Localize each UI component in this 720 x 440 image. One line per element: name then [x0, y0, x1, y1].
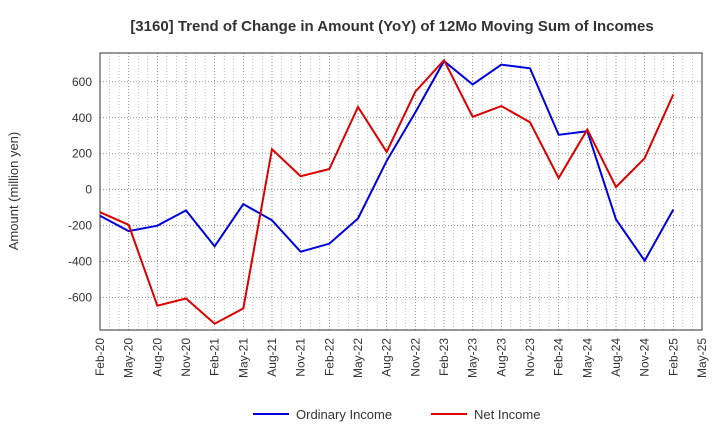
y-tick-label: 200 — [72, 147, 92, 161]
series-line-ordinary-income — [99, 59, 675, 263]
x-tick-label: Aug-20 — [150, 338, 164, 377]
x-tick-label: Feb-23 — [437, 338, 451, 376]
y-tick-label: 0 — [85, 183, 92, 197]
x-tick-label: Aug-22 — [380, 338, 394, 377]
x-tick-label: Nov-24 — [638, 338, 652, 377]
y-tick-label: 400 — [72, 111, 92, 125]
x-tick-label: May-25 — [695, 338, 709, 378]
y-tick-label: -200 — [68, 219, 92, 233]
x-tick-label: Aug-23 — [494, 338, 508, 377]
x-tick-label: May-21 — [236, 338, 250, 378]
x-tick-label: Feb-20 — [93, 338, 107, 376]
plot-frame — [99, 52, 703, 331]
x-tick-label: Nov-21 — [294, 338, 308, 377]
y-tick-labels: -600 -400 -200 0 200 400 600 — [68, 75, 92, 305]
x-tick-label: Aug-24 — [609, 338, 623, 377]
x-tick-label: Feb-21 — [208, 338, 222, 376]
x-tick-label: May-24 — [580, 338, 594, 378]
y-tick-label: 600 — [72, 75, 92, 89]
x-tick-label: Nov-23 — [523, 338, 537, 377]
grid — [99, 53, 703, 330]
x-tick-label: Nov-20 — [179, 338, 193, 377]
series-line-net-income — [99, 58, 675, 325]
x-tick-label: May-23 — [466, 338, 480, 378]
chart-title: [3160] Trend of Change in Amount (YoY) o… — [130, 18, 653, 35]
x-tick-label: Feb-25 — [666, 338, 680, 376]
legend-label: Ordinary Income — [296, 407, 392, 422]
legend: Ordinary Income Net Income — [253, 407, 540, 422]
y-tick-label: -400 — [68, 255, 92, 269]
x-tick-label: Feb-24 — [552, 338, 566, 376]
x-tick-label: Nov-22 — [408, 338, 422, 377]
x-tick-labels: Feb-20 May-20 Aug-20 Nov-20 Feb-21 May-21 Aug-… — [93, 338, 709, 378]
legend-label: Net Income — [474, 407, 540, 422]
y-axis-label: Amount (million yen) — [6, 132, 21, 251]
x-tick-label: May-20 — [122, 338, 136, 378]
series-lines — [99, 58, 675, 325]
y-tick-label: -600 — [68, 291, 92, 305]
axes — [99, 52, 703, 331]
x-tick-label: May-22 — [351, 338, 365, 378]
x-tick-label: Aug-21 — [265, 338, 279, 377]
x-tick-label: Feb-22 — [322, 338, 336, 376]
